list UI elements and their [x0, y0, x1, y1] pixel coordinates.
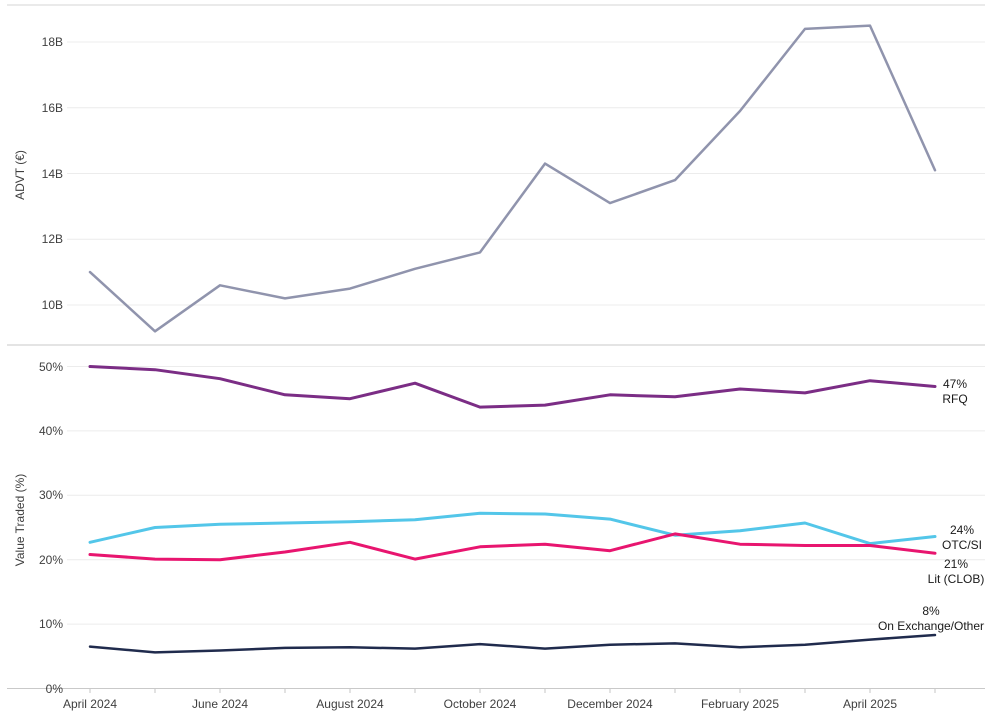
bottom-y-tick-label: 30% [38, 488, 63, 503]
x-tick-label: April 2025 [842, 697, 898, 711]
series-end-value: 47% [942, 377, 968, 391]
bottom-y-tick-label: 20% [38, 552, 63, 567]
series-end-value: 21% [943, 557, 969, 571]
bottom-y-tick-label: 50% [38, 359, 63, 374]
series-end-label-rfq: 47% RFQ [942, 377, 967, 407]
series-end-name: On Exchange/Other [877, 619, 985, 633]
x-tick-label: June 2024 [191, 697, 249, 711]
series-line-on-exchange-other [88, 633, 937, 654]
x-tick-label: August 2024 [316, 697, 384, 711]
series-line-lit-clob- [88, 532, 937, 562]
series-end-name: Lit (CLOB) [927, 572, 985, 586]
series-end-value: 24% [949, 523, 975, 537]
top-y-tick-label: 18B [41, 35, 63, 49]
series-end-label-lit-clob-: 21% Lit (CLOB) [928, 557, 985, 587]
series-end-value: 8% [922, 604, 940, 618]
top-y-tick-label: 16B [41, 100, 63, 115]
x-tick-label: February 2025 [700, 697, 780, 711]
series-end-name: OTC/SI [941, 538, 983, 552]
series-end-label-on-exchange-other: 8% On Exchange/Other [878, 604, 984, 634]
x-tick-label: December 2024 [567, 697, 653, 711]
bottom-y-tick-label: 10% [38, 617, 63, 632]
top-y-tick-label: 12B [41, 232, 63, 247]
top-y-tick-label: 14B [41, 166, 63, 181]
top-y-tick-label: 10B [41, 298, 63, 312]
series-line-otc-si [88, 511, 937, 546]
x-tick-label: October 2024 [443, 697, 517, 711]
series-end-name: RFQ [942, 392, 968, 406]
series-end-label-otc-si: 24% OTC/SI [942, 523, 982, 553]
bottom-y-tick-label: 0% [45, 681, 63, 696]
bottom-y-tick-label: 40% [38, 423, 63, 438]
x-tick-label: April 2024 [62, 697, 118, 711]
series-line-advt [88, 24, 937, 333]
series-line-rfq [88, 365, 937, 409]
bottom-y-axis-title: Value Traded (%) [13, 473, 27, 567]
